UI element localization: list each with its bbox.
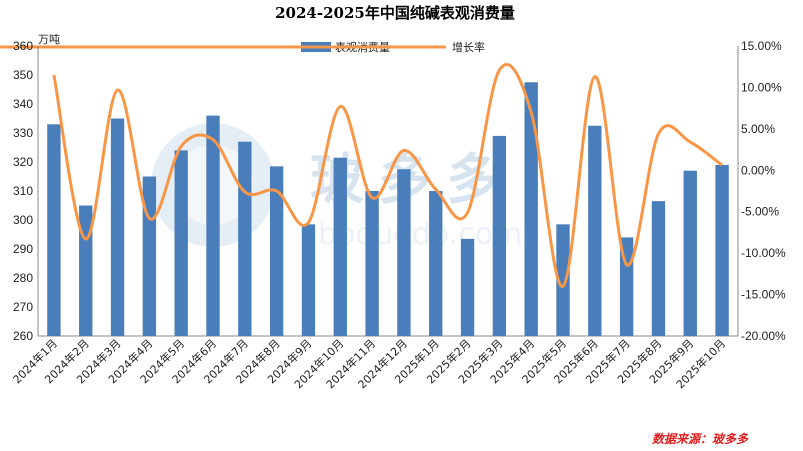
bar-mark — [301, 224, 316, 336]
right-tick-label: 15.00% — [741, 39, 782, 53]
left-tick-label: 270 — [13, 300, 33, 314]
legend-line-label: 增长率 — [452, 40, 485, 54]
bar-mark — [651, 201, 666, 336]
bar-mark — [47, 124, 61, 336]
left-tick-label: 330 — [13, 126, 33, 140]
right-tick-label: 10.00% — [741, 80, 782, 94]
bar-mark — [269, 166, 284, 336]
left-tick-label: 290 — [13, 242, 33, 256]
bar-mark — [715, 164, 729, 336]
left-tick-label: 350 — [13, 68, 33, 82]
left-tick-label: 340 — [13, 97, 33, 111]
legend: 表观消费量 增长率 — [0, 40, 485, 54]
left-axis-ticks: 260 270 280 290 300 310 320 330 340 350 360 — [13, 39, 33, 343]
bar-mark — [429, 191, 443, 336]
left-tick-label: 300 — [13, 213, 33, 227]
left-tick-label: 310 — [13, 184, 33, 198]
bar-mark — [460, 238, 475, 336]
bar-mark — [79, 205, 93, 336]
chart-title: 2024-2025年中国纯碱表观消费量 — [275, 4, 515, 22]
right-axis-ticks: -20.00% -15.00% -10.00% -5.00% 0.00% 5.00% 10.… — [741, 39, 786, 343]
source-label: 数据来源：玻多多 — [652, 432, 749, 446]
source-name: 玻多多 — [712, 432, 749, 446]
left-tick-label: 320 — [13, 155, 33, 169]
bar-mark — [333, 157, 347, 336]
bar-series — [47, 82, 729, 336]
bar-mark — [588, 125, 602, 336]
bar-mark — [524, 82, 538, 336]
left-tick-label: 360 — [13, 39, 33, 53]
bar-mark — [238, 141, 252, 336]
bar-mark — [206, 115, 220, 336]
growth-line-series — [52, 63, 723, 288]
x-axis-ticks: 2024年1月2024年2月2024年3月2024年4月2024年5月2024年… — [10, 336, 728, 391]
right-tick-label: -15.00% — [741, 288, 786, 302]
growth-line — [52, 63, 723, 288]
right-tick-label: -20.00% — [741, 329, 786, 343]
right-tick-label: -10.00% — [741, 246, 786, 260]
bar-mark — [142, 176, 157, 336]
left-tick-label: 260 — [13, 329, 33, 343]
bar-mark — [174, 150, 188, 336]
bar-mark — [365, 191, 379, 336]
source-prefix: 数据来源： — [652, 432, 712, 446]
left-axis-unit: 万吨 — [38, 33, 60, 46]
right-tick-label: 0.00% — [741, 163, 775, 177]
bar-mark — [492, 135, 507, 336]
bar-mark — [110, 118, 125, 336]
bar-mark — [556, 224, 570, 336]
left-tick-label: 280 — [13, 271, 33, 285]
bar-mark — [397, 169, 411, 336]
watermark-url: boduodo.com — [318, 217, 522, 252]
bar-mark — [683, 170, 697, 336]
right-tick-label: -5.00% — [741, 205, 779, 219]
right-tick-label: 5.00% — [741, 122, 775, 136]
